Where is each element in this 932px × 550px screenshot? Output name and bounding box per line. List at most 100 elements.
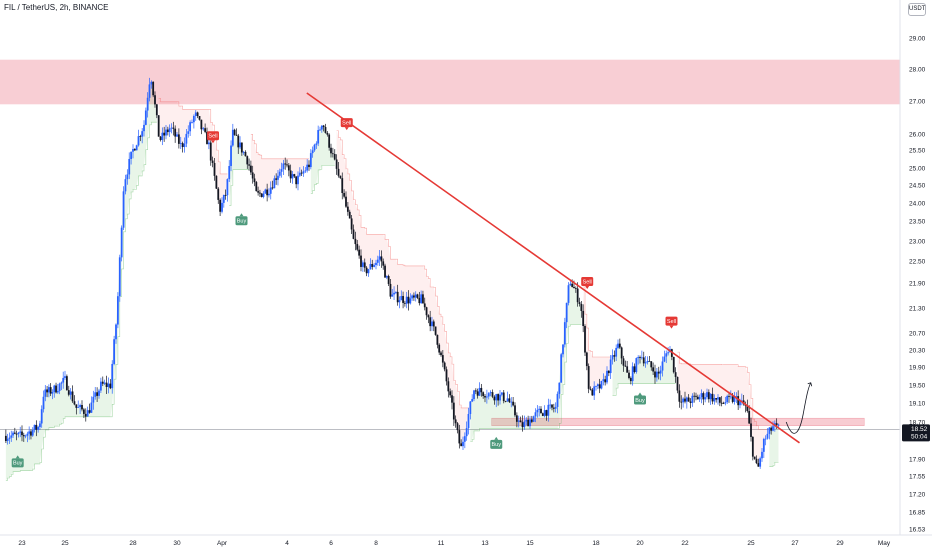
candle-body — [248, 164, 250, 166]
y-tick-label: 22.50 — [909, 258, 926, 265]
candle-body — [484, 395, 486, 398]
candle-body — [720, 402, 723, 404]
candle-body — [458, 430, 461, 444]
signal-badge — [490, 439, 503, 449]
candle-body — [733, 396, 736, 402]
candle-body — [552, 407, 555, 409]
candle-body — [532, 416, 535, 422]
signal-pointer — [669, 325, 674, 329]
signal-pointer — [15, 455, 20, 459]
candle-body — [602, 379, 605, 381]
candle-body — [487, 393, 490, 397]
y-tick-label: 23.00 — [909, 238, 926, 245]
candle-body — [4, 435, 7, 441]
candle-body — [350, 218, 353, 230]
candle-body — [92, 396, 95, 403]
candle-body — [90, 402, 93, 413]
candle-body — [139, 136, 142, 137]
candle-body — [746, 405, 749, 412]
candle-body — [194, 112, 197, 117]
signal-label: Sell — [208, 134, 217, 140]
candle-body — [617, 343, 619, 348]
x-tick-label: 20 — [636, 540, 644, 547]
candle-body — [26, 433, 29, 436]
candle-body — [105, 382, 108, 387]
candle-body — [69, 391, 72, 395]
candle-body — [565, 302, 568, 323]
candle-body — [400, 296, 403, 301]
candle-body — [99, 381, 102, 391]
candle-body — [65, 376, 68, 391]
candle-body — [339, 175, 342, 179]
signal-label: Buy — [635, 398, 645, 404]
x-tick-label: 4 — [285, 540, 289, 547]
candle-body — [534, 412, 537, 417]
candle-body — [304, 170, 307, 172]
candle-body — [626, 366, 629, 373]
candle-body — [56, 390, 59, 393]
candle-body — [157, 115, 160, 137]
candle-body — [84, 413, 87, 417]
candle-body — [385, 276, 388, 278]
y-tick-label: 25.00 — [909, 165, 926, 172]
candle-body — [596, 384, 599, 387]
candle-body — [335, 159, 338, 169]
candle-body — [94, 392, 97, 397]
candle-body — [700, 393, 703, 398]
candle-body — [667, 352, 670, 354]
candle-body — [704, 397, 707, 400]
trailing-stop-line — [583, 286, 611, 358]
candle-body — [707, 392, 710, 400]
candle-body — [19, 431, 22, 433]
candle-body — [512, 401, 515, 406]
sell-signal: Sell — [340, 118, 353, 131]
trailing-stop-fill — [250, 134, 309, 197]
y-tick-label: 17.20 — [909, 491, 926, 498]
buy-signal: Buy — [11, 455, 24, 468]
candle-body — [191, 122, 193, 124]
candle-body — [246, 156, 249, 165]
y-tick-label: 26.00 — [909, 131, 926, 138]
signal-pointer — [344, 127, 349, 131]
candle-body — [637, 357, 640, 359]
currency-unit-badge[interactable]: USDT — [908, 3, 926, 16]
candle-body — [523, 421, 526, 428]
candle-body — [86, 410, 89, 417]
x-tick-label: 25 — [61, 540, 69, 547]
candle-body — [228, 165, 231, 180]
candle-body — [135, 145, 138, 151]
candle-body — [144, 110, 147, 125]
candle-body — [613, 355, 616, 357]
candle-body — [231, 129, 234, 146]
candle-body — [101, 381, 104, 384]
candle-body — [308, 164, 310, 168]
y-tick-label: 23.50 — [909, 218, 926, 225]
signal-badge — [634, 395, 646, 405]
candle-body — [132, 149, 134, 152]
candle-body — [689, 401, 692, 403]
candle-body — [39, 423, 41, 428]
candle-body — [6, 438, 9, 441]
candle-body — [438, 344, 441, 353]
candle-body — [271, 187, 274, 189]
candle-body — [499, 394, 501, 401]
candle-body — [407, 296, 410, 304]
candle-body — [155, 104, 158, 116]
candle-body — [644, 362, 647, 364]
candle-body — [393, 292, 395, 295]
candle-body — [320, 125, 323, 130]
candle-body — [536, 409, 539, 413]
candle-body — [259, 192, 261, 194]
candle-body — [240, 142, 243, 153]
candle-body — [266, 189, 269, 196]
candle-body — [529, 419, 531, 427]
candle-body — [341, 178, 344, 194]
candle-body — [172, 127, 175, 129]
candle-body — [409, 298, 412, 304]
candle-body — [264, 189, 267, 194]
candle-body — [530, 419, 533, 422]
candle-body — [405, 296, 408, 304]
trailing-stop-line — [229, 169, 250, 206]
candle-body — [124, 179, 127, 192]
signal-pointer — [211, 140, 215, 144]
